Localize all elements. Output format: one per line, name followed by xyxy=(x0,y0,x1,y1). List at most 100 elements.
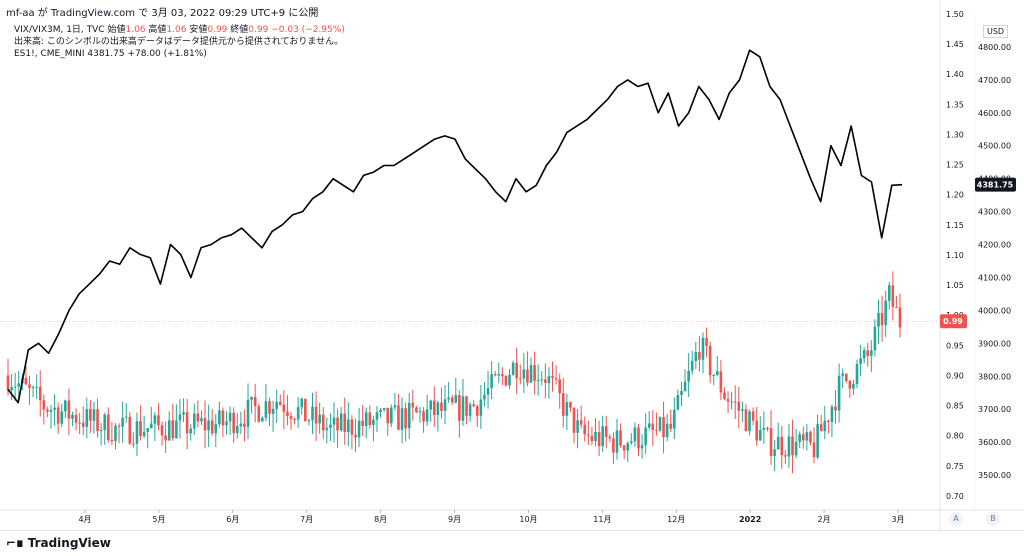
candle-body xyxy=(204,418,207,430)
candle-body xyxy=(182,412,185,414)
candle-body xyxy=(447,398,450,400)
candle-body xyxy=(218,410,221,424)
candle-body xyxy=(770,428,773,456)
candle-body xyxy=(200,418,203,421)
candle-body xyxy=(512,363,515,375)
candle-body xyxy=(254,397,257,406)
log-scale-button[interactable]: B xyxy=(986,512,1000,526)
ratio-tick-label: 1.05 xyxy=(946,281,964,290)
candle-body xyxy=(659,417,662,430)
candle-body xyxy=(318,415,321,424)
candle-body xyxy=(197,414,200,422)
candle-body xyxy=(820,424,823,431)
es-tick-label: 4700.00 xyxy=(978,76,1011,85)
candle-body xyxy=(193,414,196,429)
es-tick-label: 3900.00 xyxy=(978,339,1011,348)
candle-body xyxy=(580,420,583,424)
candle-body xyxy=(311,407,314,420)
candle-body xyxy=(573,408,576,433)
candle-body xyxy=(10,387,13,390)
x-tick-label: 10月 xyxy=(519,515,537,524)
candle-body xyxy=(655,430,658,431)
candle-body xyxy=(583,425,586,435)
ratio-tick-label: 1.20 xyxy=(946,191,964,200)
candle-body xyxy=(347,419,350,432)
currency-label[interactable]: USD xyxy=(983,25,1008,38)
candle-body xyxy=(881,313,884,325)
candle-body xyxy=(186,412,189,433)
candle-body xyxy=(494,374,497,375)
candle-body xyxy=(136,421,139,443)
candle-body xyxy=(333,417,336,424)
candle-body xyxy=(279,402,282,405)
candle-body xyxy=(548,376,551,383)
candle-body xyxy=(32,387,35,388)
candle-body xyxy=(179,415,182,421)
candle-body xyxy=(476,406,479,416)
candle-body xyxy=(558,379,561,393)
candle-body xyxy=(619,430,622,445)
candle-body xyxy=(365,412,368,426)
candle-body xyxy=(591,436,594,441)
candle-body xyxy=(497,374,500,375)
es-tick-label: 4100.00 xyxy=(978,273,1011,282)
candle-body xyxy=(189,429,192,434)
candle-body xyxy=(39,387,42,400)
candle-body xyxy=(462,396,465,420)
candle-body xyxy=(340,414,343,431)
candle-body xyxy=(759,430,762,441)
candle-body xyxy=(46,409,49,411)
es-tick-label: 3600.00 xyxy=(978,438,1011,447)
candle-body xyxy=(827,421,830,422)
candle-body xyxy=(150,424,153,429)
candle-body xyxy=(888,285,891,300)
candle-body xyxy=(598,432,601,446)
x-tick-label: 2月 xyxy=(818,515,831,524)
candle-body xyxy=(139,421,142,436)
candle-body xyxy=(326,428,329,430)
es-tick-label: 4300.00 xyxy=(978,208,1011,217)
candle-body xyxy=(68,400,71,418)
candle-body xyxy=(376,412,379,420)
candle-body xyxy=(343,414,346,432)
candle-body xyxy=(451,398,454,403)
candle-body xyxy=(874,327,877,350)
candle-body xyxy=(723,392,726,399)
candle-body xyxy=(7,375,10,390)
candle-body xyxy=(601,426,604,446)
candle-body xyxy=(849,381,852,389)
candle-body xyxy=(755,421,758,441)
candle-body xyxy=(111,440,114,441)
candle-body xyxy=(652,423,655,430)
candle-body xyxy=(369,412,372,425)
candle-body xyxy=(250,397,253,400)
es-tick-label: 3700.00 xyxy=(978,405,1011,414)
candle-body xyxy=(483,395,486,400)
candle-body xyxy=(35,387,38,388)
candle-body xyxy=(788,436,791,456)
x-tick-label: 3月 xyxy=(891,515,904,524)
last-es-label: 4381.75 xyxy=(977,181,1014,190)
candle-body xyxy=(64,400,67,411)
x-tick-label: 6月 xyxy=(226,515,239,524)
candle-body xyxy=(626,443,629,450)
candle-body xyxy=(709,346,712,375)
candle-body xyxy=(379,410,382,412)
candle-body xyxy=(662,417,665,437)
candle-body xyxy=(816,424,819,457)
candle-body xyxy=(877,313,880,327)
candle-body xyxy=(587,434,590,435)
auto-scale-button[interactable]: A xyxy=(949,512,963,526)
candle-body xyxy=(386,408,389,423)
candle-body xyxy=(748,411,751,431)
candle-body xyxy=(293,419,296,420)
candle-body xyxy=(702,338,705,360)
candle-body xyxy=(576,420,579,433)
candle-body xyxy=(261,418,264,422)
tradingview-logo[interactable]: ⌐∎TradingView xyxy=(6,536,111,550)
candle-body xyxy=(780,437,783,455)
candle-body xyxy=(50,410,53,412)
x-tick-label: 7月 xyxy=(300,515,313,524)
candle-body xyxy=(515,363,518,379)
